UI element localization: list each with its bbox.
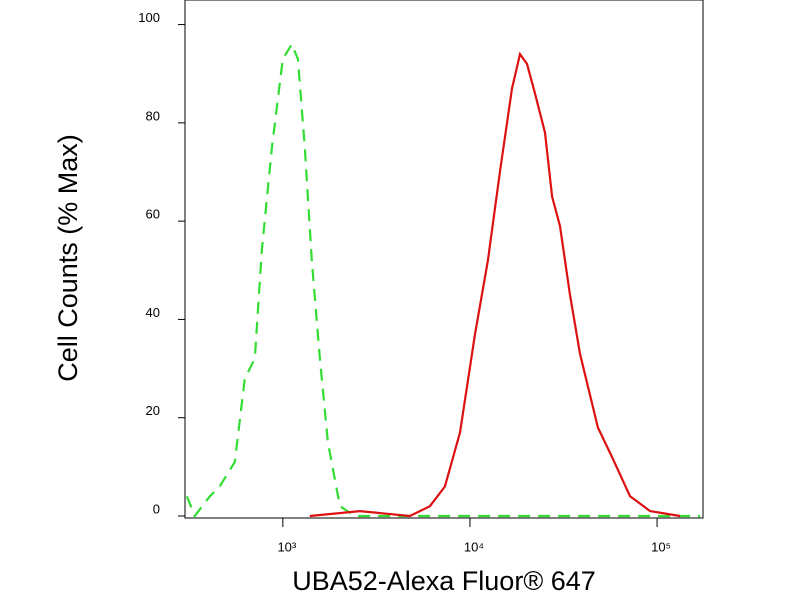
plot-frame (184, 0, 704, 519)
x-tick-label: 10⁵ (651, 539, 671, 554)
y-tick-label: 20 (146, 403, 160, 418)
x-tick-label: 10³ (277, 539, 296, 554)
histogram-line (185, 41, 701, 519)
x-tick-label: 10⁴ (464, 539, 484, 554)
y-tick-label: 60 (146, 207, 160, 222)
y-tick-label: 80 (146, 108, 160, 123)
y-tick-label: 40 (146, 305, 160, 320)
x-axis-title: UBA52-Alexa Fluor® 647 (292, 566, 596, 596)
y-tick-label: 0 (153, 501, 160, 516)
y-tick-label: 100 (138, 10, 160, 25)
y-axis-title: Cell Counts (% Max) (53, 134, 83, 382)
histogram-line (309, 51, 681, 518)
